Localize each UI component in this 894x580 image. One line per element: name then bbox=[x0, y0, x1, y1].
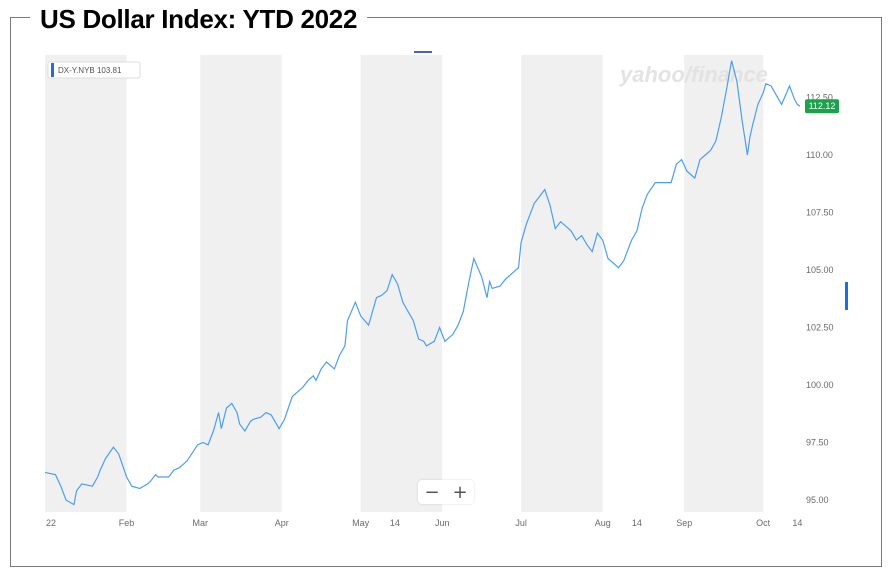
x-tick-label: Sep bbox=[676, 518, 692, 528]
top-indicator bbox=[414, 51, 432, 53]
page-title: US Dollar Index: YTD 2022 bbox=[30, 2, 368, 36]
x-tick-label: Apr bbox=[275, 518, 289, 528]
month-band bbox=[521, 55, 603, 512]
month-band bbox=[360, 55, 443, 512]
legend-box[interactable]: DX-Y.NYB 103.81 bbox=[47, 61, 141, 79]
x-tick-label: 22 bbox=[46, 518, 56, 528]
zoom-out-button[interactable]: − bbox=[424, 481, 440, 503]
y-tick-label: 95.00 bbox=[806, 495, 829, 505]
legend-label: DX-Y.NYB 103.81 bbox=[58, 66, 122, 75]
x-tick-label: Mar bbox=[192, 518, 208, 528]
x-tick-label: Jul bbox=[515, 518, 527, 528]
series-line-dx-y-nyb bbox=[44, 60, 801, 506]
current-price-label: 112.12 bbox=[809, 101, 836, 111]
month-band bbox=[200, 55, 282, 512]
x-tick-label: 14 bbox=[390, 518, 400, 528]
yahoo-finance-watermark: yahoo/finance bbox=[619, 62, 768, 87]
x-tick-label: Jun bbox=[435, 518, 450, 528]
x-tick-label: Aug bbox=[595, 518, 611, 528]
y-tick-label: 100.00 bbox=[806, 380, 834, 390]
x-axis-ticks: 22 Feb Mar Apr May 14 Jun Jul Aug 14 Sep Oct 14 bbox=[46, 518, 802, 528]
y-tick-label: 112.50 bbox=[806, 93, 833, 103]
month-band bbox=[45, 55, 127, 512]
month-bands bbox=[45, 55, 764, 512]
scroll-indicator[interactable] bbox=[845, 282, 848, 310]
zoom-controls: − + bbox=[418, 480, 474, 504]
y-tick-label: 97.50 bbox=[806, 438, 829, 448]
y-tick-label: 107.50 bbox=[806, 208, 834, 218]
legend-color-marker bbox=[51, 63, 54, 77]
y-tick-label: 102.50 bbox=[806, 323, 834, 333]
x-tick-label: Feb bbox=[119, 518, 135, 528]
x-tick-label: May bbox=[352, 518, 370, 528]
current-price-tag: 112.12 bbox=[805, 99, 839, 114]
x-tick-label: 14 bbox=[792, 518, 802, 528]
x-tick-label: Oct bbox=[756, 518, 771, 528]
x-tick-label: 14 bbox=[632, 518, 642, 528]
chart-frame bbox=[10, 17, 882, 567]
month-band bbox=[684, 55, 764, 512]
zoom-in-button[interactable]: + bbox=[452, 481, 468, 503]
y-axis-ticks: 95.00 97.50 100.00 102.50 105.00 107.50 110.00… bbox=[806, 93, 834, 506]
y-tick-label: 110.00 bbox=[806, 150, 833, 160]
y-tick-label: 105.00 bbox=[806, 265, 834, 275]
